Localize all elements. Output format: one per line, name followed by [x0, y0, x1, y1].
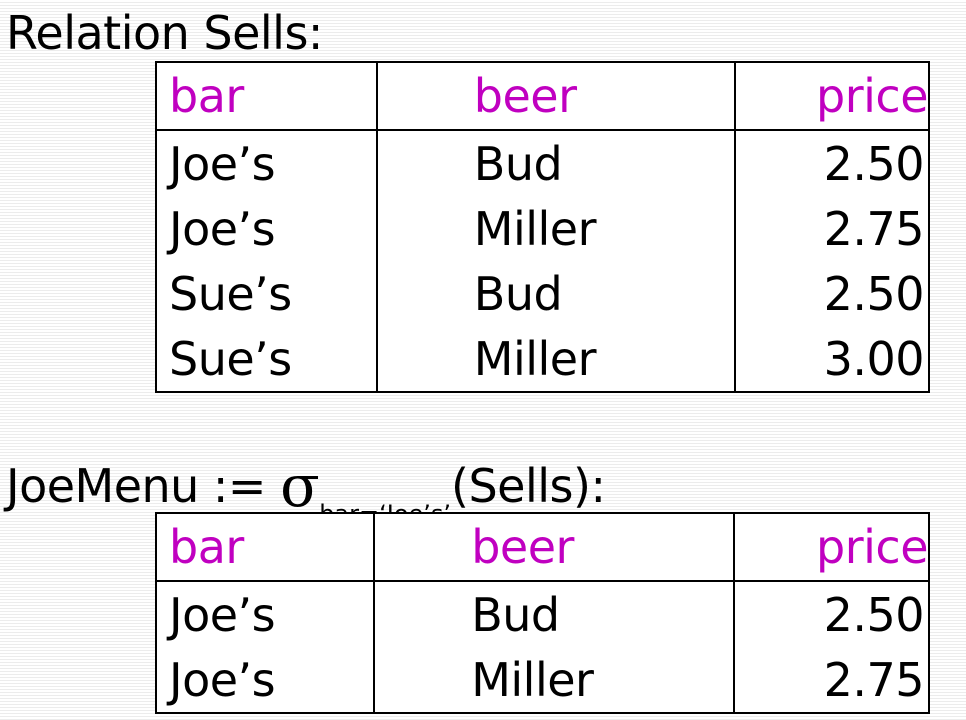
- table-header-row: bar beer price: [155, 61, 930, 131]
- column-header-price: price: [734, 61, 930, 131]
- table-row: Joe’s Miller 2.75: [155, 196, 930, 261]
- cell-price: 3.00: [734, 326, 930, 393]
- cell-beer: Bud: [373, 581, 736, 647]
- cell-price: 2.75: [734, 196, 930, 261]
- column-header-price-label: price: [816, 520, 928, 574]
- cell-price: 2.50: [733, 581, 930, 647]
- column-header-bar: bar: [155, 61, 378, 131]
- cell-price-value: 2.50: [823, 136, 925, 191]
- cell-price-value: 2.75: [823, 652, 925, 707]
- joemenu-heading: JoeMenu := σbar=‘Joe’s’(Sells):: [6, 453, 606, 526]
- cell-price-value: 2.50: [823, 587, 925, 642]
- cell-price: 2.50: [734, 261, 930, 326]
- column-header-price: price: [733, 512, 930, 582]
- joemenu-table: bar beer price Joe’s Bud 2.50 Joe’s Mill…: [154, 512, 930, 714]
- cell-bar: Joe’s: [154, 581, 376, 647]
- table-row: Joe’s Bud 2.50: [155, 130, 930, 196]
- cell-beer: Miller: [373, 647, 736, 714]
- table-row: Sue’s Bud 2.50: [155, 261, 930, 326]
- column-header-price-label: price: [816, 69, 928, 123]
- table-header-row: bar beer price: [154, 512, 930, 582]
- table-row: Joe’s Miller 2.75: [154, 647, 930, 714]
- column-header-bar: bar: [154, 512, 376, 582]
- cell-beer: Bud: [375, 130, 737, 196]
- cell-beer: Miller: [375, 326, 737, 393]
- sells-table: bar beer price Joe’s Bud 2.50 Joe’s Mill…: [155, 61, 930, 393]
- column-header-beer: beer: [375, 61, 737, 131]
- cell-price-value: 2.50: [823, 266, 925, 321]
- cell-price-value: 3.00: [823, 331, 925, 386]
- cell-price: 2.75: [733, 647, 930, 714]
- cell-bar: Joe’s: [155, 196, 378, 261]
- cell-bar: Joe’s: [155, 130, 378, 196]
- cell-bar: Sue’s: [155, 326, 378, 393]
- joemenu-suffix: (Sells):: [451, 459, 606, 513]
- sigma-selection-symbol: σ: [280, 452, 320, 520]
- table-row: Sue’s Miller 3.00: [155, 326, 930, 393]
- sells-heading: Relation Sells:: [6, 6, 323, 60]
- cell-bar: Joe’s: [154, 647, 376, 714]
- cell-beer: Miller: [375, 196, 737, 261]
- table-row: Joe’s Bud 2.50: [154, 581, 930, 647]
- cell-price-value: 2.75: [823, 201, 925, 256]
- joemenu-prefix: JoeMenu :=: [6, 459, 281, 513]
- cell-bar: Sue’s: [155, 261, 378, 326]
- cell-beer: Bud: [375, 261, 737, 326]
- column-header-beer: beer: [373, 512, 736, 582]
- cell-price: 2.50: [734, 130, 930, 196]
